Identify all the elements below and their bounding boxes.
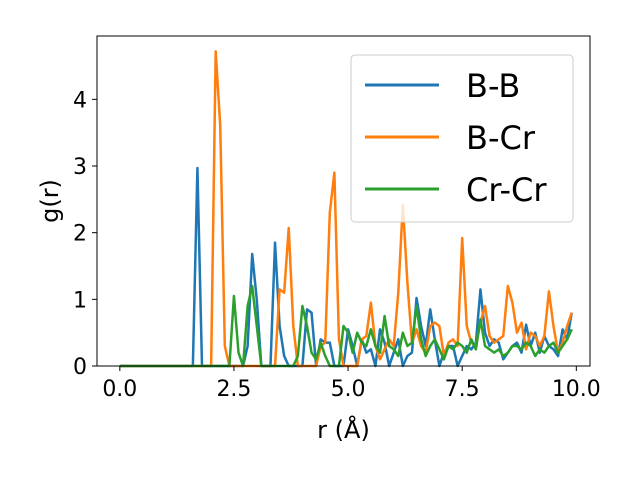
legend: B-B B-Cr Cr-Cr xyxy=(350,54,574,223)
x-tick-label: 0.0 xyxy=(102,377,137,402)
y-tick-label: 4 xyxy=(73,88,87,113)
x-tick-label: 2.5 xyxy=(216,377,251,402)
y-axis-label: g(r) xyxy=(36,179,64,223)
y-tick-label: 3 xyxy=(73,155,87,180)
y-tick-label: 0 xyxy=(73,355,87,380)
legend-label-b-cr: B-Cr xyxy=(466,119,536,157)
y-tick-label: 1 xyxy=(73,288,87,313)
x-tick-label: 7.5 xyxy=(445,377,480,402)
series-line-cr-cr xyxy=(119,284,573,368)
legend-label-cr-cr: Cr-Cr xyxy=(466,171,547,209)
x-tick-label: 5.0 xyxy=(331,377,366,402)
y-tick-label: 2 xyxy=(73,222,87,247)
x-tick-label: 10.0 xyxy=(552,377,601,402)
ticks-layer: 0.0 2.5 5.0 7.5 10.0 0 1 2 3 4 xyxy=(73,88,601,402)
legend-label-b-b: B-B xyxy=(466,67,520,105)
x-axis-label: r (Å) xyxy=(317,415,370,444)
plot-frame xyxy=(96,35,591,367)
legend-box xyxy=(350,54,574,223)
series-line-b-b xyxy=(119,166,573,368)
